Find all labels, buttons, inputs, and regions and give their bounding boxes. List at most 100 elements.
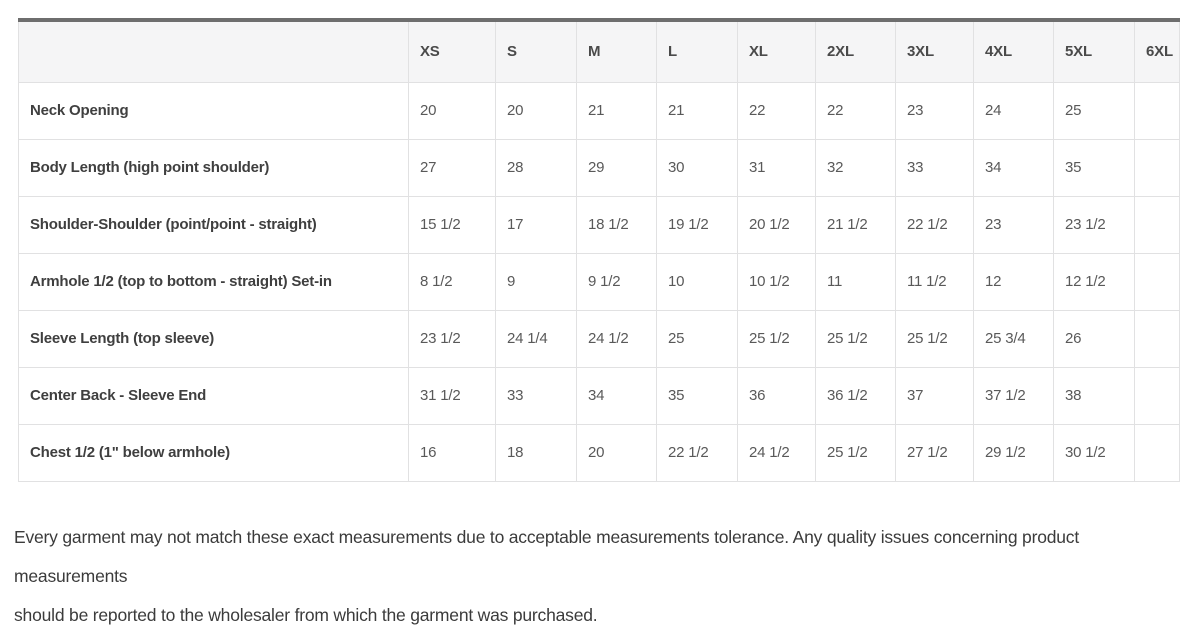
row-label: Body Length (high point shoulder): [18, 138, 409, 197]
cell: 8 1/2: [408, 252, 496, 311]
column-header-s: S: [495, 19, 577, 83]
cell: 27: [408, 138, 496, 197]
cell: 20: [495, 81, 577, 140]
cell: 18: [495, 423, 577, 482]
cell: 22 1/2: [656, 423, 738, 482]
corner-header-cell: [18, 19, 409, 83]
cell: 9: [495, 252, 577, 311]
cell: 25: [656, 309, 738, 368]
cell: 23: [973, 195, 1054, 254]
column-header-l: L: [656, 19, 738, 83]
column-header-xl: XL: [737, 19, 816, 83]
cell: 30: [656, 138, 738, 197]
cell: 28: [495, 138, 577, 197]
cell: 12: [973, 252, 1054, 311]
cell: 29: [576, 138, 657, 197]
cell: 22: [815, 81, 896, 140]
column-header-m: M: [576, 19, 657, 83]
cell: [1134, 138, 1180, 197]
cell: 20: [408, 81, 496, 140]
row-label: Center Back - Sleeve End: [18, 366, 409, 425]
size-chart-table: XS S M L XL 2XL 3XL 4XL 5XL 6XL Neck Ope…: [18, 18, 1180, 482]
cell: [1134, 81, 1180, 140]
cell: 25 1/2: [737, 309, 816, 368]
cell: 12 1/2: [1053, 252, 1135, 311]
cell: 21: [576, 81, 657, 140]
cell: 23: [895, 81, 974, 140]
column-header-6xl: 6XL: [1134, 19, 1180, 83]
cell: 20: [576, 423, 657, 482]
cell: 25: [1053, 81, 1135, 140]
cell: [1134, 423, 1180, 482]
cell: 23 1/2: [1053, 195, 1135, 254]
cell: [1134, 309, 1180, 368]
cell: 33: [895, 138, 974, 197]
cell: 21: [656, 81, 738, 140]
row-label: Sleeve Length (top sleeve): [18, 309, 409, 368]
cell: [1134, 252, 1180, 311]
row-label: Shoulder-Shoulder (point/point - straigh…: [18, 195, 409, 254]
cell: 33: [495, 366, 577, 425]
row-label: Neck Opening: [18, 81, 409, 140]
cell: 10: [656, 252, 738, 311]
cell: 31: [737, 138, 816, 197]
column-header-4xl: 4XL: [973, 19, 1054, 83]
cell: 34: [973, 138, 1054, 197]
cell: 24 1/4: [495, 309, 577, 368]
cell: 25 3/4: [973, 309, 1054, 368]
cell: 25 1/2: [815, 309, 896, 368]
cell: 29 1/2: [973, 423, 1054, 482]
cell: 11 1/2: [895, 252, 974, 311]
cell: 25 1/2: [815, 423, 896, 482]
cell: 24: [973, 81, 1054, 140]
cell: 27 1/2: [895, 423, 974, 482]
cell: 15 1/2: [408, 195, 496, 254]
tolerance-note: Every garment may not match these exact …: [14, 518, 1186, 635]
cell: 22: [737, 81, 816, 140]
cell: 16: [408, 423, 496, 482]
cell: 17: [495, 195, 577, 254]
cell: 31 1/2: [408, 366, 496, 425]
cell: 37 1/2: [973, 366, 1054, 425]
cell: 10 1/2: [737, 252, 816, 311]
column-header-xs: XS: [408, 19, 496, 83]
column-header-5xl: 5XL: [1053, 19, 1135, 83]
cell: 26: [1053, 309, 1135, 368]
cell: 25 1/2: [895, 309, 974, 368]
cell: 19 1/2: [656, 195, 738, 254]
table-row: Chest 1/2 (1" below armhole) 16 18 20 22…: [18, 423, 1180, 482]
cell: 35: [1053, 138, 1135, 197]
cell: 24 1/2: [576, 309, 657, 368]
cell: 24 1/2: [737, 423, 816, 482]
cell: 22 1/2: [895, 195, 974, 254]
table-row: Sleeve Length (top sleeve) 23 1/2 24 1/4…: [18, 309, 1180, 368]
cell: 9 1/2: [576, 252, 657, 311]
cell: 37: [895, 366, 974, 425]
table-row: Neck Opening 20 20 21 21 22 22 23 24 25: [18, 81, 1180, 140]
table-row: Center Back - Sleeve End 31 1/2 33 34 35…: [18, 366, 1180, 425]
tolerance-note-line-2: should be reported to the wholesaler fro…: [14, 604, 598, 625]
cell: 18 1/2: [576, 195, 657, 254]
cell: 11: [815, 252, 896, 311]
table-row: Shoulder-Shoulder (point/point - straigh…: [18, 195, 1180, 254]
cell: 36: [737, 366, 816, 425]
cell: 20 1/2: [737, 195, 816, 254]
cell: 23 1/2: [408, 309, 496, 368]
cell: 32: [815, 138, 896, 197]
table-row: Body Length (high point shoulder) 27 28 …: [18, 138, 1180, 197]
cell: 34: [576, 366, 657, 425]
row-label: Chest 1/2 (1" below armhole): [18, 423, 409, 482]
cell: [1134, 195, 1180, 254]
cell: 36 1/2: [815, 366, 896, 425]
row-label: Armhole 1/2 (top to bottom - straight) S…: [18, 252, 409, 311]
cell: 38: [1053, 366, 1135, 425]
cell: 21 1/2: [815, 195, 896, 254]
column-header-2xl: 2XL: [815, 19, 896, 83]
table-row: Armhole 1/2 (top to bottom - straight) S…: [18, 252, 1180, 311]
cell: 30 1/2: [1053, 423, 1135, 482]
column-header-3xl: 3XL: [895, 19, 974, 83]
cell: [1134, 366, 1180, 425]
tolerance-note-line-1: Every garment may not match these exact …: [14, 526, 1080, 586]
cell: 35: [656, 366, 738, 425]
header-row: XS S M L XL 2XL 3XL 4XL 5XL 6XL: [18, 19, 1180, 83]
